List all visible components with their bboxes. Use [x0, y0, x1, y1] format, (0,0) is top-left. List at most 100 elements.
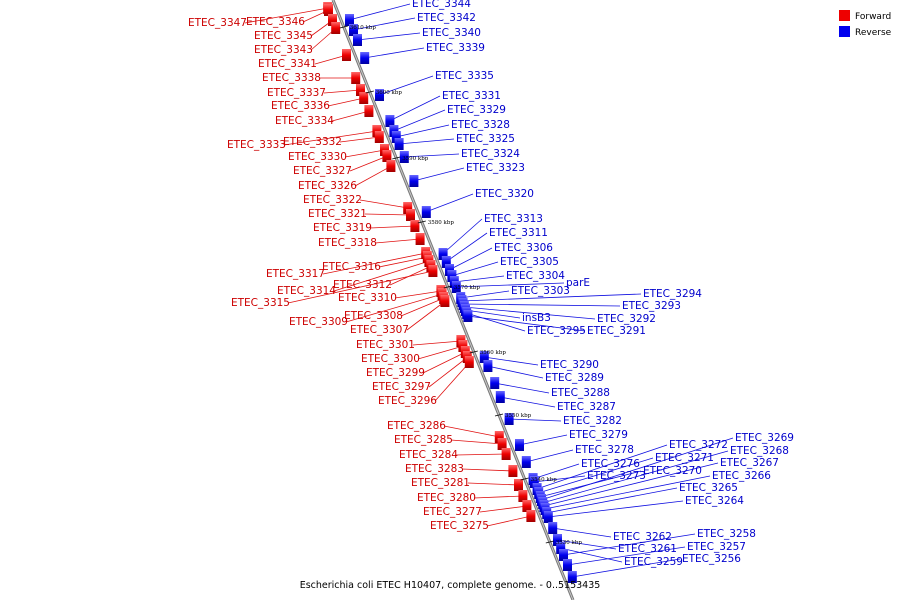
leader-line-reverse	[464, 309, 521, 319]
gene-label-reverse: ETEC_3279	[569, 429, 628, 441]
gene-label-forward: ETEC_3321	[308, 208, 367, 220]
leader-line-forward	[422, 351, 466, 374]
leader-line-reverse	[462, 303, 621, 307]
leader-line-forward	[406, 300, 446, 331]
leader-line-forward	[344, 149, 386, 158]
gene-label-reverse: ETEC_3294	[643, 288, 702, 300]
gene-feature-reverse	[490, 377, 500, 389]
gene-label-reverse: parE	[566, 277, 590, 289]
leader-line-reverse	[467, 315, 586, 332]
leader-line-reverse	[451, 261, 499, 277]
gene-label-forward: ETEC_3336	[271, 100, 330, 112]
leader-line-reverse	[508, 418, 562, 422]
leader-line-reverse	[460, 290, 510, 299]
gene-feature-forward	[403, 202, 413, 214]
leader-line-reverse	[398, 138, 455, 145]
gene-label-forward: ETEC_3318	[318, 237, 377, 249]
leader-line-forward	[394, 290, 442, 299]
gene-label-forward: ETEC_3319	[313, 222, 372, 234]
leader-line-forward	[428, 356, 469, 388]
gene-label-reverse: ETEC_3320	[475, 188, 534, 200]
leader-line-forward	[486, 515, 532, 527]
gene-feature-forward	[526, 510, 536, 522]
gene-feature-reverse	[543, 511, 553, 523]
scale-tick-mark	[443, 285, 452, 289]
leader-line-reverse	[525, 449, 574, 463]
gene-label-forward: ETEC_3322	[303, 194, 362, 206]
leader-line-reverse	[547, 500, 684, 518]
leader-line-reverse	[494, 382, 550, 394]
gene-label-reverse: ETEC_3323	[466, 162, 525, 174]
gene-label-forward: ETEC_3296	[378, 395, 437, 407]
gene-label-forward: ETEC_3334	[275, 115, 334, 127]
scale-tick-label: 3570 kbp	[454, 285, 481, 291]
leader-line-reverse	[413, 167, 465, 182]
scale-tick-mark	[417, 220, 426, 224]
gene-feature-reverse	[521, 456, 531, 468]
scale-tick-label: 3540 kbp	[531, 477, 558, 483]
gene-label-reverse: ETEC_3290	[540, 359, 599, 371]
gene-label-reverse: ETEC_3282	[563, 415, 622, 427]
gene-feature-forward	[374, 131, 384, 143]
leader-line-forward	[389, 265, 432, 286]
gene-label-forward: ETEC_3316	[322, 261, 381, 273]
gene-feature-forward	[415, 233, 425, 245]
gene-label-forward: ETEC_3330	[288, 151, 347, 163]
leader-line-reverse	[352, 17, 416, 31]
gene-label-reverse: ETEC_3289	[545, 372, 604, 384]
leader-line-reverse	[393, 109, 446, 132]
leader-line-forward	[443, 425, 500, 438]
gene-label-reverse: ETEC_3303	[511, 285, 570, 297]
leader-line-reverse	[533, 475, 586, 483]
gene-feature-reverse	[515, 439, 524, 451]
gene-label-forward: ETEC_3315	[231, 297, 290, 309]
leader-line-forward	[473, 495, 524, 499]
leader-line-forward	[333, 260, 430, 292]
leader-line-forward	[378, 256, 428, 268]
leader-line-forward	[374, 238, 421, 244]
leader-line-forward	[479, 505, 528, 513]
gene-label-forward: ETEC_3345	[254, 30, 313, 42]
gene-feature-reverse	[345, 14, 354, 26]
gene-label-reverse: ETEC_3262	[613, 531, 672, 543]
gene-feature-forward	[351, 72, 361, 84]
gene-label-forward: ETEC_3346	[246, 16, 305, 28]
gene-label-reverse: insB3	[522, 312, 551, 324]
gene-label-reverse: ETEC_3305	[500, 256, 559, 268]
leader-line-reverse	[442, 218, 483, 255]
gene-feature-reverse	[567, 571, 577, 583]
gene-feature-reverse	[495, 391, 505, 403]
gene-label-reverse: ETEC_3306	[494, 242, 553, 254]
scale-tick-mark	[520, 477, 529, 481]
leader-line-reverse	[543, 462, 719, 507]
gene-label-reverse: ETEC_3256	[682, 553, 741, 565]
gene-label-forward: ETEC_3286	[387, 420, 446, 432]
gene-label-reverse: ETEC_3267	[720, 457, 779, 469]
gene-feature-reverse	[451, 281, 461, 293]
leader-line-forward	[314, 54, 348, 65]
gene-label-forward: ETEC_3314	[277, 285, 336, 297]
leader-line-forward	[339, 136, 380, 143]
gene-label-reverse: ETEC_3259	[624, 556, 683, 568]
leader-line-reverse	[378, 75, 434, 96]
leader-line-reverse	[445, 232, 488, 263]
gene-label-reverse: ETEC_3329	[447, 104, 506, 116]
gene-label-reverse: ETEC_3270	[643, 465, 702, 477]
gene-label-reverse: ETEC_3266	[712, 470, 771, 482]
gene-label-forward: ETEC_3338	[262, 72, 321, 84]
genome-caption: Escherichia coli ETEC H10407, complete g…	[300, 580, 601, 591]
leader-line-reverse	[556, 539, 617, 550]
gene-feature-reverse	[553, 534, 562, 546]
gene-label-reverse: ETEC_3257	[687, 541, 746, 553]
leader-line-reverse	[552, 527, 612, 538]
leader-line-forward	[354, 165, 392, 187]
gene-label-reverse: ETEC_3273	[587, 470, 646, 482]
leader-line-reverse	[532, 463, 580, 480]
legend: Forward Reverse	[839, 10, 892, 38]
leader-line-forward	[467, 482, 520, 486]
scale-tick-label: 3600 kbp	[376, 90, 403, 96]
leader-line-forward	[283, 130, 378, 146]
scale-tick-label: 3590 kbp	[402, 156, 429, 162]
gene-feature-reverse	[409, 175, 419, 187]
